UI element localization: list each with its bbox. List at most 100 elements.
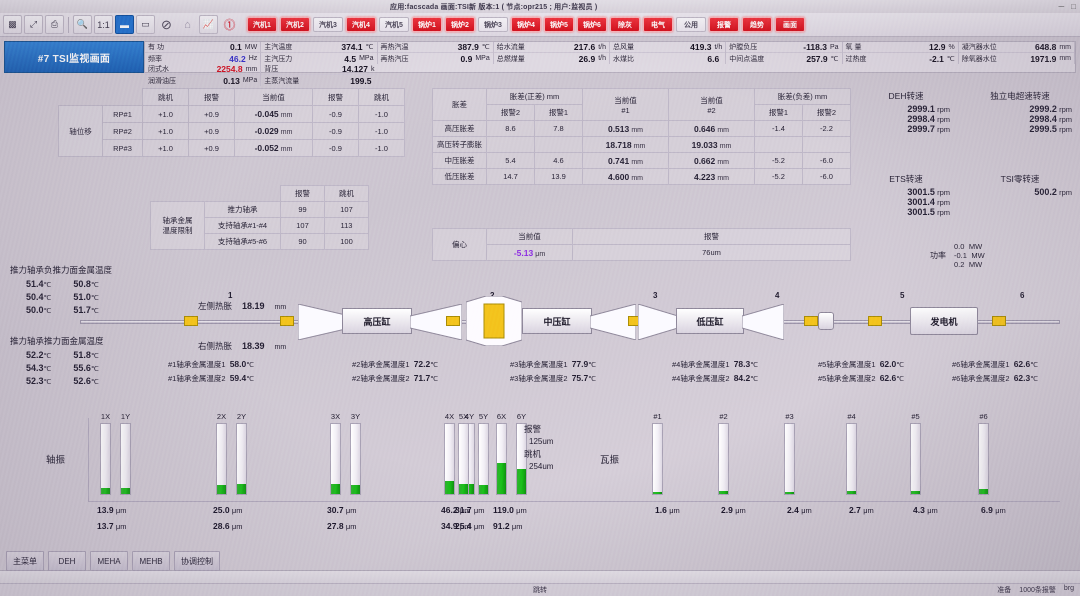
value-2: 0.646: [693, 123, 716, 134]
pedestal-bar-track[interactable]: [846, 423, 857, 495]
nav-button-15[interactable]: 报警: [709, 17, 739, 32]
unit-2: mm: [717, 158, 730, 166]
pedestal-bar-wrap[interactable]: #5: [910, 412, 921, 495]
nav-button-6[interactable]: 锅炉1: [412, 17, 442, 32]
vibration-bar-track[interactable]: [236, 423, 247, 495]
pedestal-bar-5[interactable]: #5: [910, 412, 921, 495]
nav-button-16[interactable]: 趋势: [742, 17, 772, 32]
vibration-bar-track[interactable]: [330, 423, 341, 495]
taskbar-button-4[interactable]: MEHB: [132, 551, 170, 571]
pedestal-bar-track[interactable]: [652, 423, 663, 495]
vibration-value-1X: 13.9 μm: [97, 505, 127, 515]
one-to-one-icon[interactable]: 1:1: [94, 15, 113, 34]
pedestal-bar-wrap[interactable]: #1: [652, 412, 663, 495]
taskbar-button-1[interactable]: 主菜单: [6, 551, 44, 571]
nav-button-8[interactable]: 锅炉3: [478, 17, 508, 32]
vibration-bar-2Y[interactable]: 2Y: [236, 412, 247, 495]
vibration-bar-1X[interactable]: 1X: [100, 412, 111, 495]
alarm-value: 125um: [529, 436, 554, 446]
pedestal-bar-3[interactable]: #3: [784, 412, 795, 495]
param-label: 润滑油压: [148, 77, 176, 85]
table-subheader-row: 报警2 报警1 报警1 报警2: [433, 104, 851, 121]
vibration-bar-track[interactable]: [120, 423, 131, 495]
metal-temp-row: #3轴承金属温度2 75.7℃: [510, 372, 596, 386]
zoom-icon[interactable]: 🔍: [73, 15, 92, 34]
alarm-icon[interactable]: ⓵: [223, 18, 236, 32]
param-unit: MW: [244, 43, 258, 51]
nav-button-9[interactable]: 锅炉4: [511, 17, 541, 32]
pedestal-bar-1[interactable]: #1: [652, 412, 663, 495]
nav-button-4[interactable]: 汽机4: [346, 17, 376, 32]
nav-button-10[interactable]: 锅炉5: [544, 17, 574, 32]
vibration-bar-6X[interactable]: 6X: [496, 412, 507, 495]
pedestal-bar-6[interactable]: #6: [978, 412, 989, 495]
taskbar-button-3[interactable]: MEHA: [90, 551, 128, 571]
vibration-bar-track[interactable]: [216, 423, 227, 495]
nav-button-3[interactable]: 汽机3: [313, 17, 343, 32]
trend-icon[interactable]: 📈: [199, 15, 218, 34]
bearing-limit-title: 轴承金属 温度限制: [150, 201, 205, 250]
vibration-bar-4X[interactable]: 4X: [444, 412, 455, 495]
alarm1-pos: [534, 136, 583, 153]
taskbar-button-5[interactable]: 协调控制: [174, 551, 220, 571]
home-icon[interactable]: ⌂: [184, 18, 191, 31]
nav-button-13[interactable]: 电气: [643, 17, 673, 32]
vibration-bar-6Y[interactable]: 6Y: [516, 412, 527, 495]
vibration-bar-track[interactable]: [444, 423, 455, 495]
value-2: 0.662: [693, 155, 716, 166]
nav-button-5[interactable]: 汽机5: [379, 17, 409, 32]
minus-icon[interactable]: ▬: [115, 15, 134, 34]
vibration-bar-track[interactable]: [350, 423, 361, 495]
param-unit: mm: [1059, 55, 1071, 62]
vibration-bar-track[interactable]: [458, 423, 469, 495]
pedestal-bar-wrap[interactable]: #3: [784, 412, 795, 495]
temp-row: 51.4℃ 50.8℃: [26, 279, 99, 289]
nav-button-17[interactable]: 画面: [775, 17, 805, 32]
bearing-number-1: 1: [228, 291, 233, 300]
vibration-bar-3Y[interactable]: 3Y: [350, 412, 361, 495]
pedestal-bar-4[interactable]: #4: [846, 412, 857, 495]
param-value: 26.9: [578, 53, 596, 64]
param-row: 中间点温度 257.9 ℃: [726, 53, 841, 64]
vibration-bar-2X[interactable]: 2X: [216, 412, 227, 495]
nav-button-7[interactable]: 锅炉2: [445, 17, 475, 32]
print-icon[interactable]: ⎙: [45, 15, 64, 34]
vibration-bar-track[interactable]: [516, 423, 527, 495]
vibration-bar-5Y[interactable]: 5Y: [478, 412, 489, 495]
bearing-number-3: 3: [653, 291, 658, 300]
status-center: 跳转: [533, 587, 547, 594]
param-value: 374.1: [341, 42, 363, 52]
vibration-bar-track[interactable]: [478, 423, 489, 495]
vibration-bar-5X[interactable]: 5X: [458, 412, 469, 495]
nav-button-12[interactable]: 除灰: [610, 17, 640, 32]
maximize-button[interactable]: □: [1071, 2, 1076, 11]
nav-button-2[interactable]: 汽机2: [280, 17, 310, 32]
nav-button-1[interactable]: 汽机1: [247, 17, 277, 32]
param-label: 闭式水: [148, 66, 169, 73]
pedestal-bar-track[interactable]: [718, 423, 729, 495]
vibration-bar-track[interactable]: [496, 423, 507, 495]
tsi-zero-speed-panel: TSI零转速 500.2 rpm: [968, 173, 1072, 197]
vibration-bar-3X[interactable]: 3X: [330, 412, 341, 495]
square-icon[interactable]: ▭: [136, 15, 155, 34]
pedestal-bar-wrap[interactable]: #2: [718, 412, 729, 495]
vibration-bar-fill: [237, 484, 246, 494]
pedestal-bar-wrap[interactable]: #6: [978, 412, 989, 495]
window-tile-icon[interactable]: ▩: [3, 15, 22, 34]
pedestal-bar-track[interactable]: [784, 423, 795, 495]
nav-button-14[interactable]: 公用: [676, 17, 706, 32]
param-label: 主汽压力: [264, 55, 293, 63]
fit-screen-icon[interactable]: ⤢: [24, 15, 43, 34]
pedestal-bar-track[interactable]: [978, 423, 989, 495]
alarm2-pos: 5.4: [486, 152, 535, 169]
pedestal-bar-track[interactable]: [910, 423, 921, 495]
metal-temp-label: #1轴承金属温度2: [168, 373, 226, 383]
vibration-bar-1Y[interactable]: 1Y: [120, 412, 131, 495]
check-circle-icon[interactable]: ⊘: [161, 16, 172, 32]
nav-button-11[interactable]: 锅炉6: [577, 17, 607, 32]
minimize-button[interactable]: ─: [1058, 2, 1065, 11]
pedestal-bar-2[interactable]: #2: [718, 412, 729, 495]
pedestal-bar-wrap[interactable]: #4: [846, 412, 857, 495]
vibration-bar-track[interactable]: [100, 423, 111, 495]
taskbar-button-2[interactable]: DEH: [48, 551, 86, 571]
